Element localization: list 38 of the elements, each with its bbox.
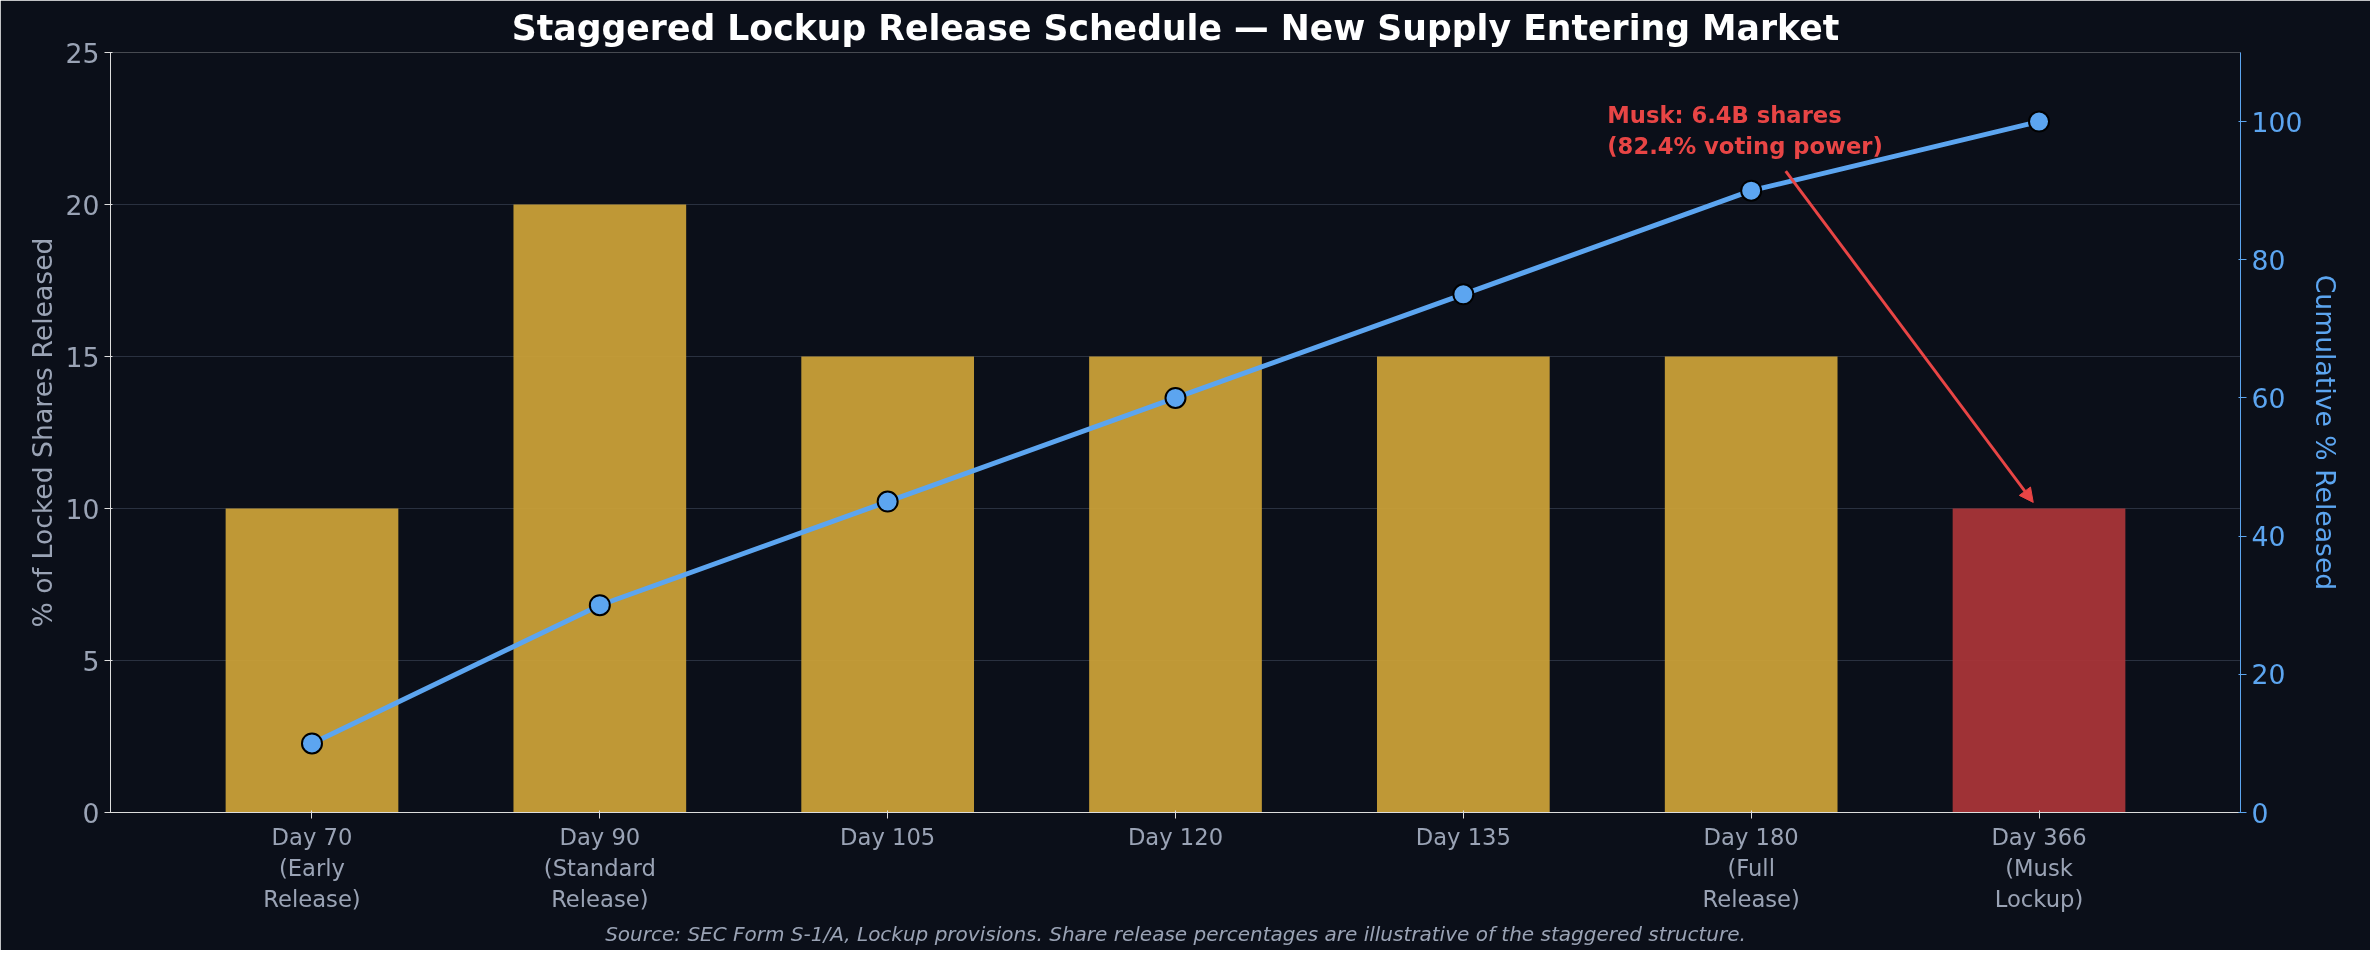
bar	[225, 508, 399, 813]
point	[588, 594, 611, 617]
y2-tick-label: 0	[2251, 797, 2269, 829]
y-tick-label: 15	[65, 341, 100, 373]
source-note: Source: SEC Form S-1/A, Lockup provisions. Share release percentages are illustrative of the staggered structure.	[605, 921, 1746, 946]
bar	[1376, 356, 1550, 813]
point	[1740, 179, 1763, 202]
annotation: Musk: 6.4B shares (82.4% voting power)	[1607, 101, 1883, 159]
y-tick-label: 10	[65, 493, 100, 525]
chart-title: Staggered Lockup Release Schedule — New Supply Entering Market	[511, 7, 1840, 48]
y2-tick-label: 60	[2251, 382, 2286, 414]
y-tick-label: 5	[82, 645, 100, 677]
x-tick-label: Day 135	[1415, 823, 1511, 850]
point	[300, 732, 323, 755]
bar	[1952, 508, 2126, 813]
bar	[801, 356, 975, 813]
bar	[1664, 356, 1838, 813]
point	[1452, 283, 1475, 306]
point	[1164, 386, 1187, 409]
x-tick-label: Day 105	[840, 823, 936, 850]
y-tick-label: 25	[65, 37, 100, 69]
y2-axis-title: Cumulative % Released	[2310, 274, 2342, 591]
bar	[513, 204, 687, 813]
x-tick-label: Day 366 (Musk Lockup)	[1991, 823, 2087, 912]
bar	[1089, 356, 1262, 813]
point	[2028, 110, 2051, 133]
y2-tick-label: 80	[2251, 244, 2286, 276]
x-tick-label: Day 180 (Full Release)	[1702, 823, 1800, 912]
y2-tick-label: 40	[2251, 521, 2286, 553]
x-tick-label: Day 70 (Early Release)	[263, 823, 361, 912]
y2-tick-label: 20	[2251, 659, 2286, 691]
x-tick-label: Day 90 (Standard Release)	[543, 823, 656, 912]
y-tick-label: 20	[65, 189, 100, 221]
y2-tick-label: 100	[2251, 106, 2303, 138]
x-tick-label: Day 120	[1127, 823, 1224, 850]
point	[876, 490, 899, 513]
y-axis-title: % of Locked Shares Released	[26, 237, 58, 628]
y-tick-label: 0	[82, 797, 100, 829]
